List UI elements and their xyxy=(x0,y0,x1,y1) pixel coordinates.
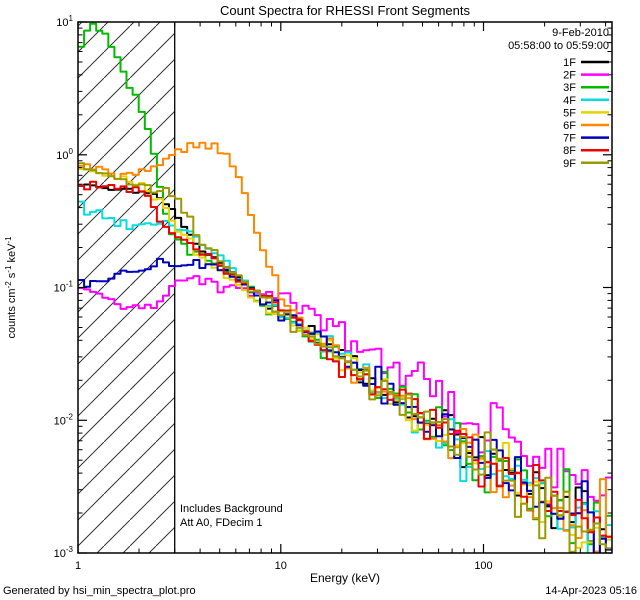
y-tick-label: 10-1 xyxy=(54,280,74,295)
annotation-attenuator: Att A0, FDecim 1 xyxy=(180,517,263,529)
x-tick-label: 100 xyxy=(474,560,492,572)
y-tick-label: 10-3 xyxy=(54,545,74,560)
legend-label-5F: 5F xyxy=(563,107,576,119)
legend-label-6F: 6F xyxy=(563,120,576,132)
legend-date: 05:58:00 to 05:59:00 xyxy=(508,40,609,52)
y-axis-label: counts cm-2 s-1 keV-1 xyxy=(4,236,18,339)
chart-title: Count Spectra for RHESSI Front Segments xyxy=(220,3,470,18)
chart-dynamic-layer: 1 10 100 101 100 10-1 10-2 10-3 9-Feb-201005:58:… xyxy=(4,14,613,572)
legend-label-4F: 4F xyxy=(563,95,576,107)
annotation-includes-background: Includes Background xyxy=(180,503,283,515)
legend-date: 9-Feb-2010 xyxy=(552,27,609,39)
x-tick-label: 10 xyxy=(275,560,287,572)
legend-label-3F: 3F xyxy=(563,82,576,94)
legend-label-2F: 2F xyxy=(563,70,576,82)
legend-label-7F: 7F xyxy=(563,133,576,145)
x-axis-label: Energy (keV) xyxy=(309,571,381,585)
x-tick-label: 1 xyxy=(75,560,81,572)
series-8F xyxy=(78,180,612,538)
y-tick-label: 10-2 xyxy=(54,412,74,427)
footer-generator-text: Generated by hsi_min_spectra_plot.pro xyxy=(3,585,196,597)
series-lines xyxy=(78,22,612,553)
y-tick-label: 100 xyxy=(56,147,73,162)
hatch-region xyxy=(78,22,175,553)
legend-label-9F: 9F xyxy=(563,158,576,170)
footer-timestamp: 14-Apr-2023 05:16 xyxy=(545,585,637,597)
legend-label-8F: 8F xyxy=(563,145,576,157)
series-9F xyxy=(78,162,612,553)
legend-label-1F: 1F xyxy=(563,57,576,69)
y-tick-label: 101 xyxy=(56,14,73,29)
